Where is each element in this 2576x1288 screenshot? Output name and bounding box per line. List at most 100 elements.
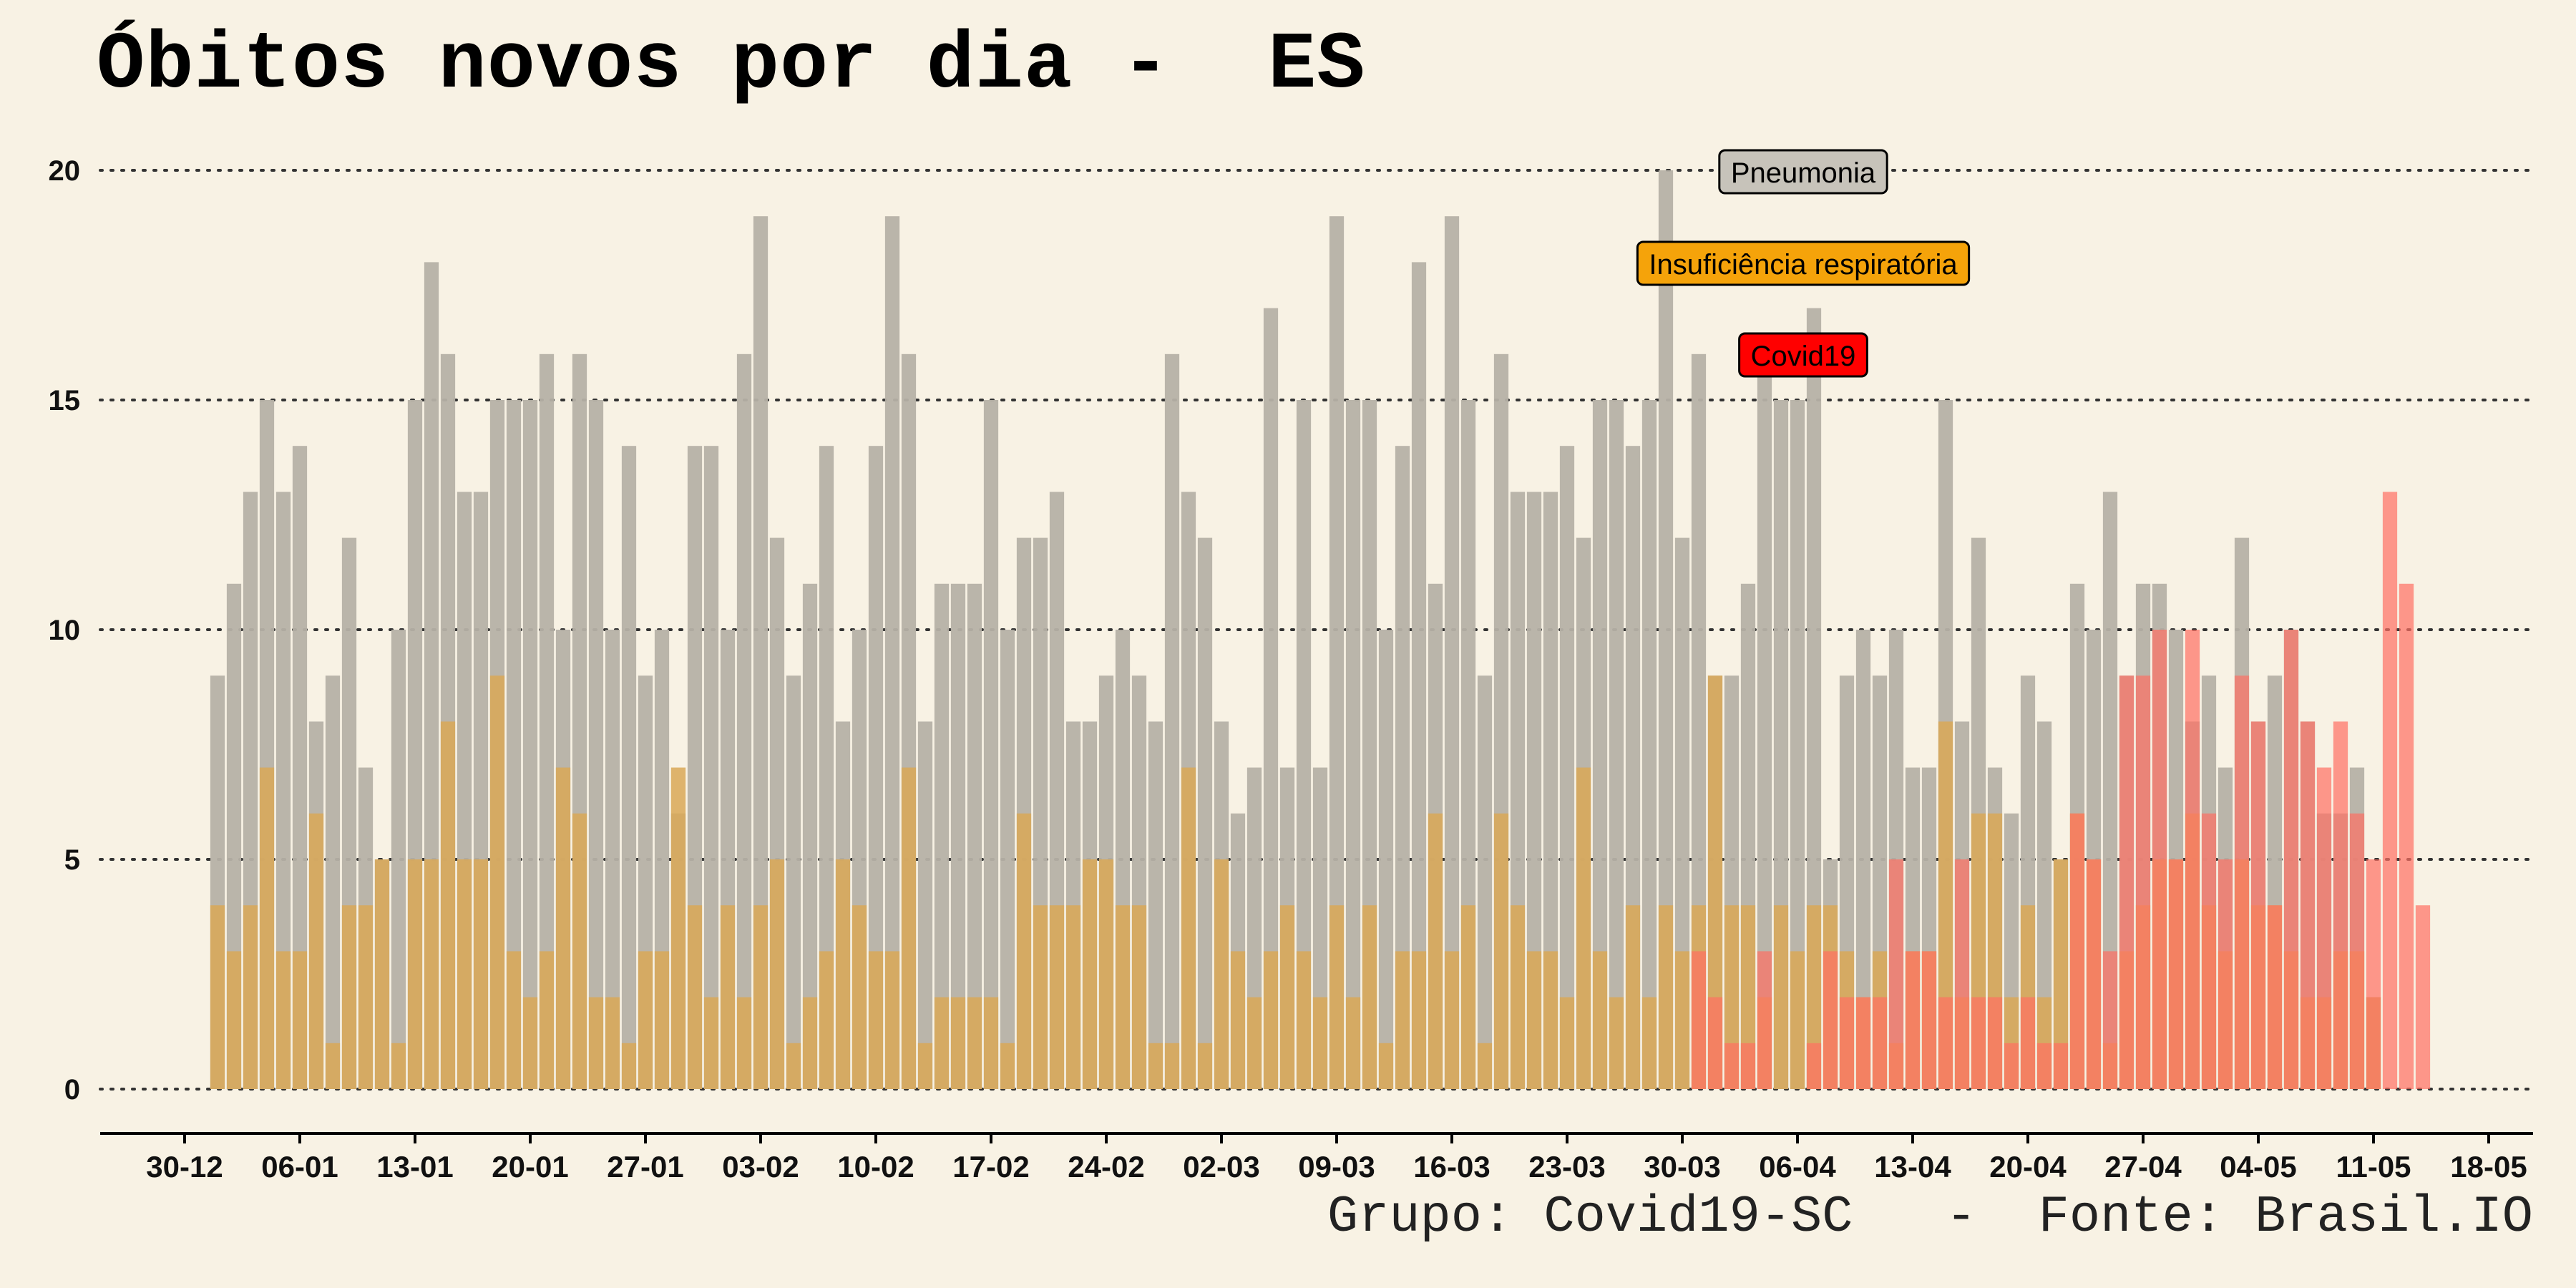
bar-covid19 [2036, 1043, 2052, 1089]
bar-insufici-ncia-respirat-ria [1164, 1043, 1180, 1089]
x-tick-label: 20-04 [1989, 1150, 2067, 1184]
bar-pneumonia [1164, 353, 1180, 1089]
bar-covid19 [1707, 997, 1723, 1089]
bar-insufici-ncia-respirat-ria [670, 767, 686, 1089]
bar-covid19 [2218, 859, 2233, 1089]
bar-insufici-ncia-respirat-ria [901, 767, 917, 1089]
bar-insufici-ncia-respirat-ria [1543, 951, 1558, 1089]
bar-pneumonia [703, 446, 719, 1089]
x-tick-label: 17-02 [952, 1150, 1029, 1184]
legend-label: Pneumonia [1731, 157, 1876, 189]
bar-covid19 [2316, 767, 2332, 1089]
bar-pneumonia [588, 400, 604, 1089]
bar-insufici-ncia-respirat-ria [506, 951, 522, 1089]
bar-pneumonia [884, 216, 900, 1090]
bar-pneumonia [1444, 216, 1460, 1090]
bar-pneumonia [1197, 537, 1213, 1089]
bar-covid19 [2399, 583, 2414, 1089]
bar-pneumonia [917, 721, 933, 1089]
bar-covid19 [2283, 630, 2299, 1089]
legend-label: Covid19 [1751, 341, 1856, 372]
bar-pneumonia [275, 492, 291, 1089]
bar-covid19 [2333, 721, 2348, 1089]
bar-insufici-ncia-respirat-ria [1098, 859, 1114, 1089]
bar-covid19 [1757, 951, 1772, 1089]
bar-insufici-ncia-respirat-ria [292, 951, 308, 1089]
bar-covid19 [2004, 1043, 2019, 1089]
bar-insufici-ncia-respirat-ria [2053, 859, 2069, 1089]
x-tick-label: 13-04 [1874, 1150, 1951, 1184]
bar-insufici-ncia-respirat-ria [1411, 951, 1427, 1089]
bar-covid19 [2366, 859, 2381, 1089]
bar-pneumonia [868, 446, 884, 1089]
bar-covid19 [1971, 997, 1986, 1089]
bar-insufici-ncia-respirat-ria [1000, 1043, 1015, 1089]
bar-covid19 [1724, 1043, 1740, 1089]
y-tick-label: 10 [49, 615, 81, 646]
bar-insufici-ncia-respirat-ria [1279, 905, 1295, 1089]
bar-insufici-ncia-respirat-ria [1033, 905, 1048, 1089]
x-tick-label: 27-01 [607, 1150, 683, 1184]
bar-insufici-ncia-respirat-ria [1263, 951, 1279, 1089]
bar-pneumonia [983, 400, 999, 1089]
x-tick-label: 24-02 [1068, 1150, 1144, 1184]
bar-pneumonia [325, 675, 341, 1089]
chart-title: Óbitos novos por dia - ES [97, 20, 1366, 111]
bar-insufici-ncia-respirat-ria [1609, 997, 1624, 1089]
bar-insufici-ncia-respirat-ria [1181, 767, 1196, 1089]
bar-insufici-ncia-respirat-ria [1345, 997, 1361, 1089]
bar-insufici-ncia-respirat-ria [868, 951, 884, 1089]
bar-insufici-ncia-respirat-ria [654, 951, 670, 1089]
x-tick-label: 18-05 [2450, 1150, 2527, 1184]
y-tick-label: 20 [49, 155, 81, 187]
bar-pneumonia [1641, 400, 1657, 1089]
bar-insufici-ncia-respirat-ria [1197, 1043, 1213, 1089]
bar-covid19 [1987, 997, 2003, 1089]
bar-insufici-ncia-respirat-ria [753, 905, 769, 1089]
bar-insufici-ncia-respirat-ria [1016, 813, 1032, 1089]
legend-label: Insuficiência respiratória [1649, 249, 1958, 280]
bar-pneumonia [950, 583, 966, 1089]
x-tick-label: 10-02 [837, 1150, 914, 1184]
x-tick-label: 09-03 [1298, 1150, 1375, 1184]
bar-covid19 [1855, 997, 1871, 1089]
bar-pneumonia [605, 630, 620, 1089]
bar-insufici-ncia-respirat-ria [1131, 905, 1147, 1089]
y-tick-label: 0 [64, 1074, 80, 1106]
axes: 30-12 06-01 13-01 20-01 27-01 03-02 10-02 17-02… [100, 1132, 2533, 1184]
bar-insufici-ncia-respirat-ria [786, 1043, 801, 1089]
bar-covid19 [1740, 1043, 1756, 1089]
legend-swatch [1738, 332, 1868, 378]
bar-pneumonia [1559, 446, 1575, 1089]
bar-covid19 [1872, 997, 1888, 1089]
x-tick-label: 20-01 [492, 1150, 568, 1184]
x-tick-label: 16-03 [1413, 1150, 1490, 1184]
x-tick-label: 06-01 [261, 1150, 338, 1184]
bar-pneumonia [736, 353, 752, 1089]
bar-pneumonia [1329, 216, 1345, 1090]
bar-covid19 [2119, 675, 2135, 1089]
legend-swatch [1718, 149, 1888, 195]
y-tick-label: 15 [49, 385, 81, 416]
bar-pneumonia [802, 583, 818, 1089]
bar-insufici-ncia-respirat-ria [341, 905, 357, 1089]
bar-pneumonia [1296, 400, 1312, 1089]
x-tick-label: 23-03 [1528, 1150, 1605, 1184]
x-tick-label: 03-02 [722, 1150, 799, 1184]
bar-covid19 [1921, 951, 1937, 1089]
bar-insufici-ncia-respirat-ria [852, 905, 867, 1089]
bar-insufici-ncia-respirat-ria [1049, 905, 1065, 1089]
bar-covid19 [1806, 1043, 1822, 1089]
bar-covid19 [2382, 492, 2398, 1089]
bar-insufici-ncia-respirat-ria [1246, 997, 1262, 1089]
bar-insufici-ncia-respirat-ria [374, 859, 390, 1089]
source-caption: Grupo: Covid19-SC - Fonte: Brasil.IO [1327, 1188, 2533, 1246]
bar-insufici-ncia-respirat-ria [539, 951, 555, 1089]
bar-insufici-ncia-respirat-ria [917, 1043, 933, 1089]
bar-insufici-ncia-respirat-ria [1773, 905, 1789, 1089]
bar-insufici-ncia-respirat-ria [1230, 951, 1246, 1089]
x-tick-label: 06-04 [1759, 1150, 1836, 1184]
bar-insufici-ncia-respirat-ria [720, 905, 736, 1089]
bar-insufici-ncia-respirat-ria [934, 997, 950, 1089]
bar-covid19 [2300, 721, 2316, 1089]
